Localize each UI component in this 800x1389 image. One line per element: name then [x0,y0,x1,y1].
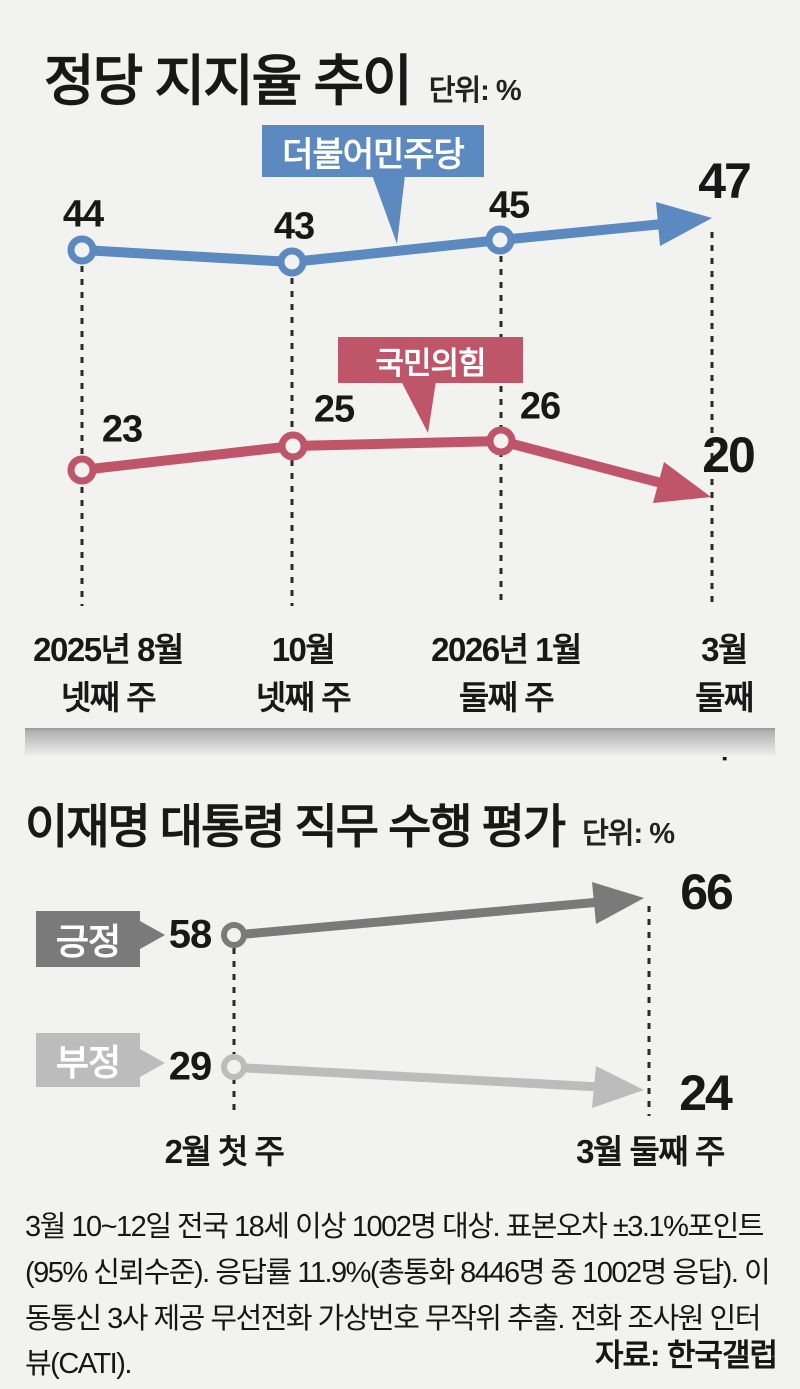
chart2-unit-label: 단위: % [582,818,675,850]
data-point-marker [278,431,308,461]
data-point-marker [67,455,97,485]
ppp-callout-tail [401,381,436,433]
ppp-value-2: 25 [313,388,355,431]
chart1-header: 정당 지지율 추이 단위: % [44,36,522,116]
methodology-note: 3월 10~12일 전국 18세 이상 1002명 대상. 표본오차 ±3.1%… [25,1211,771,1381]
negative-line [245,1063,601,1092]
data-point-marker [277,247,307,277]
x-label-2: 10월 넷째 주 [255,631,352,716]
dem-value-1: 44 [62,193,104,236]
section-divider [25,728,775,757]
chart2-header: 이재명 대통령 직무 수행 평가 단위: % [25,788,675,857]
data-point-marker [486,426,516,456]
negative-series-label: 부정 [36,1033,140,1087]
dem-value-4: 47 [698,153,752,209]
data-point-marker [67,235,97,265]
positive-value-2: 66 [680,864,734,920]
chart1-unit-label: 단위: % [428,75,522,107]
democratic-line [81,219,664,267]
democratic-series-label: 더불어민주당 [262,125,484,177]
negative-value-1: 29 [168,1044,212,1089]
ppp-value-1: 23 [101,408,143,451]
source-credit: 자료: 한국갤럽 [594,1338,778,1373]
positive-value-1: 58 [168,912,212,957]
negative-arrowhead-icon [592,1066,644,1108]
chart1-title: 정당 지지율 추이 [44,50,413,112]
dem-value-2: 43 [273,205,315,248]
ppp-value-3: 26 [519,385,561,428]
data-point-marker [221,922,247,948]
negative-callout-tail [140,1049,165,1077]
positive-line [245,897,601,939]
democratic-callout-tail [372,175,405,244]
negative-value-2: 24 [679,1065,733,1121]
x-label-3: 2026년 1월 둘째 주 [431,631,582,716]
positive-arrowhead-icon [592,882,644,924]
positive-callout-tail [140,921,165,949]
ppp-series-label: 국민의힘 [338,337,523,383]
x-label-1: 2025년 8월 넷째 주 [33,631,184,716]
x-label-feb: 2월 첫 주 [164,1133,285,1170]
data-point-marker [485,225,515,255]
x-label-mar: 3월 둘째 주 [576,1133,725,1170]
positive-series-label: 긍정 [36,911,140,967]
dem-value-3: 45 [488,184,530,227]
data-point-marker [221,1054,247,1080]
ppp-line [81,436,667,489]
ppp-value-4: 20 [702,427,756,483]
chart2-title: 이재명 대통령 직무 수행 평가 [25,800,566,853]
